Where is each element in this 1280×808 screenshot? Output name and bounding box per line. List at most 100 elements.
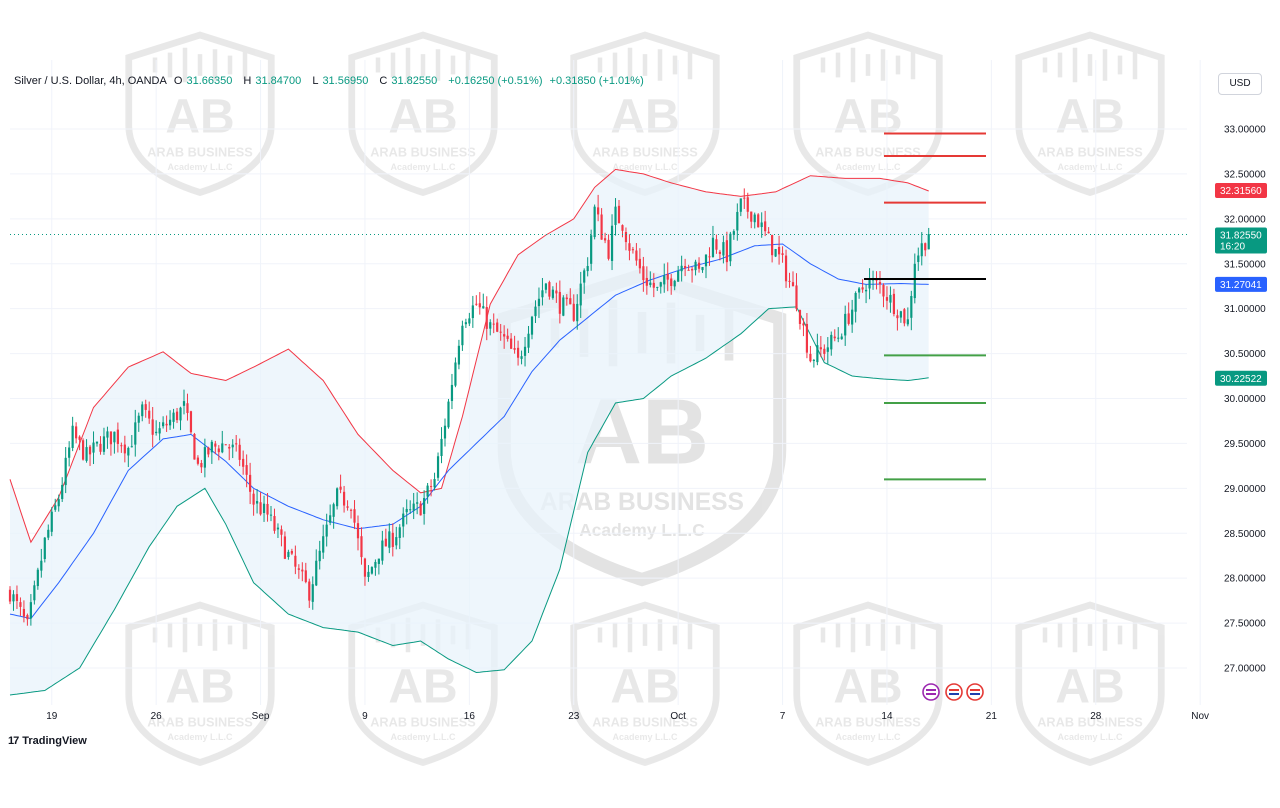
- symbol-title[interactable]: Silver / U.S. Dollar, 4h, OANDA: [14, 75, 167, 87]
- candle-body: [123, 444, 126, 454]
- event-icons[interactable]: [922, 683, 984, 701]
- low-label: L: [312, 75, 319, 87]
- candle-body: [795, 285, 798, 309]
- us-flag-icon[interactable]: [945, 683, 963, 701]
- candle-body: [426, 485, 429, 497]
- candle-body: [363, 558, 367, 577]
- candle-body: [33, 585, 36, 601]
- candle-body: [95, 441, 99, 444]
- candle-body: [416, 502, 419, 504]
- candle-body: [398, 527, 401, 538]
- candle-body: [506, 335, 509, 339]
- watermark-monogram: AB: [610, 91, 679, 144]
- time-tick-label: 23: [568, 711, 580, 722]
- candle-body: [624, 232, 628, 243]
- candle-body: [144, 404, 147, 410]
- watermark-monogram: AB: [833, 661, 902, 714]
- tradingview-logo[interactable]: 17 TradingView: [8, 735, 87, 747]
- candle-body: [283, 536, 287, 559]
- candle-body: [645, 277, 648, 286]
- candle-icon: [627, 617, 633, 653]
- candle-body: [722, 242, 725, 256]
- axes: 27.00000 27.50000 28.00000 28.50000 29.00000…: [46, 60, 1266, 722]
- watermark-subname: Academy L.L.C: [1057, 162, 1123, 172]
- shield-icon: [793, 601, 943, 767]
- candle-body: [106, 431, 109, 438]
- candle-icon: [672, 55, 678, 75]
- dividend-flash-icon[interactable]: [922, 683, 940, 701]
- candle-body: [120, 445, 123, 447]
- candle-body: [750, 211, 753, 222]
- candle-body: [903, 309, 906, 324]
- candle-icon: [910, 50, 916, 80]
- price-tick-label: 31.50000: [1224, 259, 1266, 270]
- watermark-subname: Academy L.L.C: [612, 732, 678, 742]
- candle-body: [141, 404, 144, 417]
- candle-body: [134, 422, 137, 445]
- candle-body: [26, 615, 29, 620]
- candle-body: [840, 336, 843, 340]
- low-value: 31.56950: [322, 75, 369, 87]
- candle-body: [162, 422, 165, 427]
- candle-body: [311, 584, 314, 602]
- candle-body: [15, 594, 19, 601]
- icon-stripe: [949, 689, 959, 691]
- candle-body: [917, 255, 920, 262]
- candle-body: [510, 338, 513, 349]
- shield-icon: [348, 601, 498, 767]
- candle-body: [673, 280, 676, 287]
- open-value: 31.66350: [186, 75, 233, 87]
- candle-body: [255, 501, 259, 504]
- candle-body: [429, 486, 433, 488]
- us-flag-icon[interactable]: [966, 683, 984, 701]
- candle-icon: [227, 55, 233, 75]
- candle-body: [332, 504, 335, 517]
- icon-stripe: [949, 693, 959, 695]
- watermark-monogram: AB: [165, 91, 234, 144]
- candle-icon: [865, 624, 871, 646]
- candle-body: [273, 516, 276, 531]
- candle-body: [47, 529, 50, 538]
- candle-body: [711, 237, 715, 257]
- candle-body: [593, 206, 596, 238]
- candle-body: [743, 197, 746, 199]
- candle-body: [805, 323, 809, 353]
- candle-icon: [242, 620, 248, 650]
- candle-icon: [167, 622, 173, 648]
- lower-band-line: [9, 306, 929, 696]
- candle-body: [537, 298, 541, 307]
- candle-icon: [627, 47, 633, 83]
- candle-icon: [450, 55, 456, 75]
- price-tick-label: 30.50000: [1224, 349, 1266, 360]
- candle-body: [896, 315, 899, 319]
- band-fill: [10, 169, 929, 695]
- candle-icon: [375, 57, 381, 73]
- time-tick-label: 26: [151, 711, 163, 722]
- candle-body: [249, 474, 252, 492]
- candle-body: [569, 298, 572, 305]
- horizontal-levels[interactable]: [10, 132, 1187, 481]
- candle-icon: [657, 619, 663, 651]
- candle-icon: [865, 54, 871, 76]
- candle-body: [412, 503, 415, 511]
- candle-body: [910, 296, 913, 318]
- candle-body: [294, 555, 297, 567]
- candle-body: [503, 334, 506, 337]
- candle-body: [322, 536, 325, 553]
- candle-icon: [835, 52, 841, 78]
- icon-stripe: [970, 689, 980, 691]
- candle-body: [168, 419, 172, 426]
- open-label: O: [173, 75, 183, 87]
- candle-body: [231, 444, 234, 448]
- candle-body: [151, 419, 154, 435]
- currency-button[interactable]: USD: [1218, 73, 1262, 95]
- candle-body: [656, 286, 659, 288]
- watermark-name: ARAB BUSINESS: [592, 145, 698, 160]
- candle-icon: [880, 619, 886, 651]
- candle-body: [155, 431, 158, 434]
- candle-body: [833, 336, 836, 339]
